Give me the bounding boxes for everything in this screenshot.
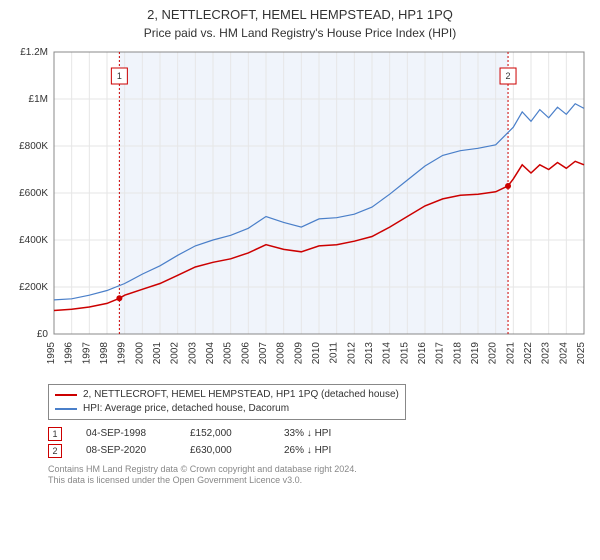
x-axis-label: 1995 <box>46 341 57 364</box>
footer: Contains HM Land Registry data © Crown c… <box>48 464 590 487</box>
legend-row: HPI: Average price, detached house, Daco… <box>55 402 399 416</box>
x-axis-label: 2006 <box>240 341 251 364</box>
sale-dot <box>116 295 122 301</box>
transaction-marker-label: 2 <box>506 71 511 81</box>
legend-swatch <box>55 394 77 396</box>
chart-title: 2, NETTLECROFT, HEMEL HEMPSTEAD, HP1 1PQ <box>10 6 590 24</box>
x-axis-label: 2011 <box>329 341 340 363</box>
transaction-marker-label: 1 <box>117 71 122 81</box>
chart-subtitle: Price paid vs. HM Land Registry's House … <box>10 26 590 40</box>
x-axis-label: 2019 <box>470 341 481 364</box>
legend-swatch <box>55 408 77 410</box>
x-axis-label: 2018 <box>452 341 463 364</box>
transaction-row: 1 04-SEP-1998 £152,000 33% ↓ HPI <box>48 427 590 441</box>
x-axis-label: 2013 <box>364 341 375 364</box>
legend-label: 2, NETTLECROFT, HEMEL HEMPSTEAD, HP1 1PQ… <box>83 388 399 402</box>
transaction-pct: 33% ↓ HPI <box>284 428 374 439</box>
x-axis-label: 2012 <box>346 341 357 364</box>
transaction-date: 08-SEP-2020 <box>86 445 166 456</box>
y-axis-label: £600K <box>19 188 48 199</box>
x-axis-label: 1996 <box>64 341 75 364</box>
x-axis-label: 1999 <box>117 341 128 364</box>
x-axis-label: 2020 <box>488 341 499 364</box>
y-axis-label: £1M <box>29 94 48 105</box>
footer-line-2: This data is licensed under the Open Gov… <box>48 475 590 487</box>
x-axis-label: 2022 <box>523 341 534 364</box>
legend-row: 2, NETTLECROFT, HEMEL HEMPSTEAD, HP1 1PQ… <box>55 388 399 402</box>
x-axis-label: 2002 <box>170 341 181 364</box>
x-axis-label: 2009 <box>293 341 304 364</box>
x-axis-label: 2025 <box>576 341 587 364</box>
sale-dot <box>505 182 511 188</box>
transaction-pct: 26% ↓ HPI <box>284 445 374 456</box>
x-axis-label: 2000 <box>134 341 145 364</box>
legend: 2, NETTLECROFT, HEMEL HEMPSTEAD, HP1 1PQ… <box>48 384 406 420</box>
x-axis-label: 2016 <box>417 341 428 364</box>
y-axis-label: £800K <box>19 141 48 152</box>
x-axis-label: 2017 <box>435 341 446 364</box>
y-axis-label: £0 <box>37 329 49 340</box>
legend-label: HPI: Average price, detached house, Daco… <box>83 402 289 416</box>
transaction-marker-inline: 1 <box>48 427 62 441</box>
x-axis-label: 2023 <box>541 341 552 364</box>
line-chart-svg: £0 £200K £400K £600K £800K £1M £1.2M 1995 1996 19… <box>10 48 590 378</box>
transaction-list: 1 04-SEP-1998 £152,000 33% ↓ HPI 2 08-SEP-202… <box>10 427 590 458</box>
chart-plot-area: £0 £200K £400K £600K £800K £1M £1.2M 1995 1996 19… <box>10 48 590 378</box>
footer-line-1: Contains HM Land Registry data © Crown c… <box>48 464 590 476</box>
transaction-date: 04-SEP-1998 <box>86 428 166 439</box>
transaction-price: £630,000 <box>190 445 260 456</box>
y-axis-label: £200K <box>19 282 48 293</box>
y-axis-label: £400K <box>19 235 48 246</box>
transaction-row: 2 08-SEP-2020 £630,000 26% ↓ HPI <box>48 444 590 458</box>
x-axis-label: 2005 <box>223 341 234 364</box>
x-axis-label: 2001 <box>152 341 163 364</box>
x-axis-label: 2024 <box>558 341 569 364</box>
x-axis-label: 2008 <box>276 341 287 364</box>
x-axis-label: 1998 <box>99 341 110 364</box>
chart-container: 2, NETTLECROFT, HEMEL HEMPSTEAD, HP1 1PQ… <box>0 0 600 560</box>
x-axis-label: 2007 <box>258 341 269 364</box>
x-axis-label: 1997 <box>81 341 92 364</box>
x-axis-label: 2003 <box>187 341 198 364</box>
x-axis-label: 2021 <box>505 341 516 364</box>
x-axis-label: 2004 <box>205 341 216 364</box>
x-axis-label: 2014 <box>382 341 393 364</box>
y-axis-label: £1.2M <box>20 48 48 58</box>
transaction-price: £152,000 <box>190 428 260 439</box>
x-axis-label: 2010 <box>311 341 322 364</box>
transaction-marker-inline: 2 <box>48 444 62 458</box>
x-axis-label: 2015 <box>399 341 410 364</box>
